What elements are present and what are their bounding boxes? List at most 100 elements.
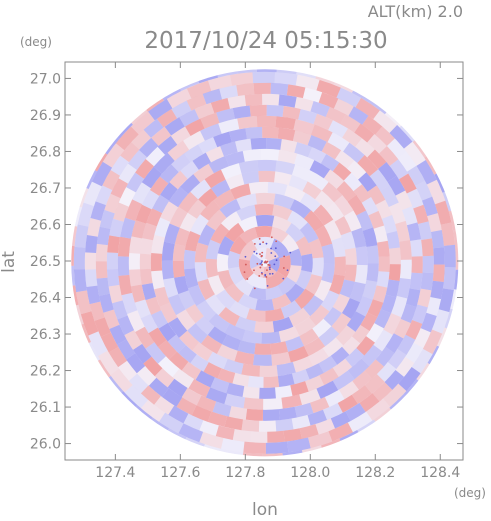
- heatmap-cell: [128, 90, 146, 108]
- y-tick-label: 27.0: [30, 71, 61, 87]
- heatmap-cell: [385, 333, 404, 354]
- heatmap-cell: [458, 202, 472, 219]
- heatmap-cell: [356, 336, 375, 356]
- heatmap-cell: [167, 334, 186, 354]
- heatmap-cell: [94, 317, 111, 338]
- y-tick-label: 26.1: [30, 400, 61, 416]
- heatmap-cell: [397, 151, 417, 172]
- heatmap-cell: [182, 448, 200, 457]
- heatmap-cell: [86, 218, 102, 237]
- heatmap-cell: [257, 159, 277, 172]
- heatmap-cell: [310, 396, 330, 414]
- heatmap-cell: [319, 367, 339, 386]
- heatmap-cell: [160, 182, 178, 201]
- heatmap-cell: [252, 71, 276, 84]
- heatmap-cell: [155, 436, 174, 453]
- heatmap-cell: [255, 214, 275, 227]
- heatmap-cell: [90, 201, 106, 221]
- heatmap-cell: [161, 260, 175, 280]
- heatmap-cell: [334, 195, 354, 217]
- heatmap-cell: [139, 268, 153, 285]
- heatmap-cell: [316, 79, 341, 98]
- heatmap-cell: [348, 106, 369, 125]
- heatmap-cell: [153, 286, 170, 307]
- heatmap-cell: [146, 208, 163, 227]
- heatmap-cell: [285, 283, 305, 303]
- heatmap-cell: [262, 93, 280, 106]
- heatmap-speckle: [269, 272, 271, 275]
- heatmap-cell: [217, 269, 234, 290]
- heatmap-cell: [280, 300, 302, 319]
- heatmap-cell: [108, 347, 128, 368]
- heatmap-cell: [254, 225, 273, 238]
- heatmap-cell: [305, 363, 324, 380]
- heatmap-cell: [275, 385, 292, 398]
- heatmap-cell: [358, 172, 377, 192]
- heatmap-cell: [448, 173, 459, 192]
- heatmap-cell: [346, 311, 366, 332]
- heatmap-cell: [88, 331, 108, 356]
- heatmap-cell: [154, 368, 175, 388]
- heatmap-cell: [73, 246, 86, 270]
- heatmap-cell: [294, 96, 314, 112]
- x-tick-label: 127.6: [160, 465, 200, 481]
- heatmap-cell: [421, 196, 438, 217]
- heatmap-speckle: [261, 254, 263, 257]
- heatmap-cell: [140, 399, 166, 422]
- heatmap-cell: [184, 231, 201, 252]
- heatmap-cell: [383, 383, 407, 407]
- heatmap-cell: [271, 351, 291, 366]
- heatmap-cell: [238, 160, 259, 174]
- heatmap-cell: [183, 249, 196, 270]
- heatmap-cell: [196, 300, 217, 322]
- heatmap-cell: [241, 171, 260, 185]
- heatmap-speckle: [268, 266, 271, 269]
- heatmap-speckle: [271, 272, 274, 275]
- x-unit-label: (deg): [454, 486, 486, 500]
- heatmap-speckle: [268, 268, 271, 271]
- heatmap-cell: [364, 374, 385, 394]
- heatmap-cell: [366, 263, 379, 282]
- heatmap-cell: [168, 405, 189, 424]
- heatmap-cell: [375, 199, 393, 219]
- heatmap-cell: [199, 431, 224, 449]
- heatmap-cell: [162, 388, 183, 407]
- heatmap-cell: [288, 346, 309, 363]
- heatmap-cell: [207, 326, 228, 345]
- heatmap-speckle: [274, 247, 277, 250]
- heatmap-cell: [339, 380, 359, 400]
- heatmap-cell: [164, 223, 180, 244]
- heatmap-cell: [316, 380, 339, 399]
- heatmap-cell: [389, 159, 409, 180]
- heatmap-cell: [422, 329, 443, 355]
- x-tick-label: 128.2: [355, 465, 395, 481]
- heatmap-cell: [347, 194, 367, 216]
- heatmap-cell: [116, 339, 136, 360]
- heatmap-speckle: [261, 263, 263, 266]
- y-tick-label: 26.0: [30, 437, 61, 453]
- heatmap-cell: [224, 393, 246, 409]
- heatmap-cell: [307, 409, 327, 426]
- heatmap-cell: [345, 402, 366, 422]
- heatmap-cell: [311, 257, 324, 277]
- heatmap-cell: [179, 69, 198, 78]
- heatmap-cell: [108, 400, 127, 419]
- heatmap-speckle: [275, 240, 278, 243]
- heatmap-cell: [465, 231, 478, 247]
- heatmap-cell: [332, 293, 350, 313]
- heatmap-cell: [184, 144, 204, 163]
- heatmap-cell: [179, 109, 200, 127]
- heatmap-cell: [108, 284, 123, 304]
- heatmap-cell: [341, 297, 361, 319]
- heatmap-cell: [323, 169, 345, 189]
- heatmap-cell: [71, 183, 78, 201]
- heatmap-speckle: [259, 263, 262, 265]
- heatmap-cell: [331, 237, 346, 258]
- heatmap-cell: [236, 204, 257, 221]
- heatmap-cell: [210, 377, 230, 394]
- heatmap-cell: [131, 111, 155, 135]
- heatmap-cell: [225, 173, 245, 190]
- heatmap-cell: [291, 414, 311, 430]
- heatmap-cell: [141, 166, 162, 189]
- heatmap-cell: [301, 253, 313, 273]
